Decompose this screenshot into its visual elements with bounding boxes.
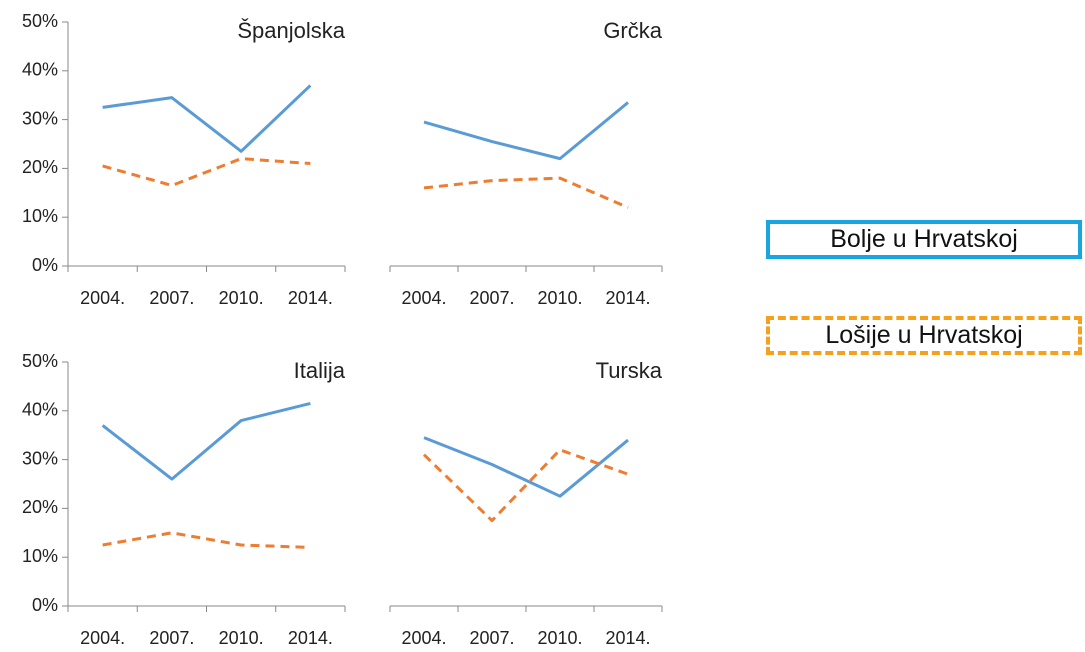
y-tick-label: 20% <box>22 157 58 177</box>
x-tick-label: 2014. <box>605 288 650 308</box>
series-line <box>102 84 312 153</box>
x-tick-label: 2010. <box>537 288 582 308</box>
series-line <box>101 402 311 481</box>
x-tick-label: 2004. <box>401 628 446 648</box>
x-tick-label: 2014. <box>288 628 333 648</box>
series-line <box>423 101 629 161</box>
y-tick-label: 30% <box>22 108 58 128</box>
x-tick-label: 2007. <box>469 288 514 308</box>
series-line <box>102 531 311 549</box>
x-tick-label: 2007. <box>149 288 194 308</box>
chart-title: Grčka <box>603 18 662 43</box>
x-tick-label: 2010. <box>219 288 264 308</box>
legend-entry: Bolje u Hrvatskoj <box>766 220 1082 259</box>
x-tick-label: 2007. <box>469 628 514 648</box>
chart-title: Španjolska <box>237 18 345 43</box>
series-line <box>422 448 629 523</box>
y-tick-label: 50% <box>22 351 58 371</box>
y-tick-label: 40% <box>22 400 58 420</box>
y-tick-label: 0% <box>32 255 58 275</box>
chart-title: Turska <box>596 358 663 383</box>
y-tick-label: 20% <box>22 497 58 517</box>
y-tick-label: 40% <box>22 60 58 80</box>
x-tick-label: 2014. <box>605 628 650 648</box>
x-tick-label: 2004. <box>80 288 125 308</box>
y-tick-label: 0% <box>32 595 58 615</box>
legend-entry: Lošije u Hrvatskoj <box>766 316 1082 355</box>
x-tick-label: 2014. <box>288 288 333 308</box>
y-tick-label: 50% <box>22 11 58 31</box>
x-tick-label: 2004. <box>401 288 446 308</box>
x-tick-label: 2010. <box>537 628 582 648</box>
y-tick-label: 10% <box>22 206 58 226</box>
chart-title: Italija <box>294 358 346 383</box>
y-tick-label: 10% <box>22 546 58 566</box>
y-tick-label: 30% <box>22 448 58 468</box>
x-tick-label: 2007. <box>149 628 194 648</box>
x-tick-label: 2004. <box>80 628 125 648</box>
series-line <box>423 436 629 498</box>
x-tick-label: 2010. <box>219 628 264 648</box>
series-line <box>423 176 629 209</box>
series-line <box>102 157 311 187</box>
